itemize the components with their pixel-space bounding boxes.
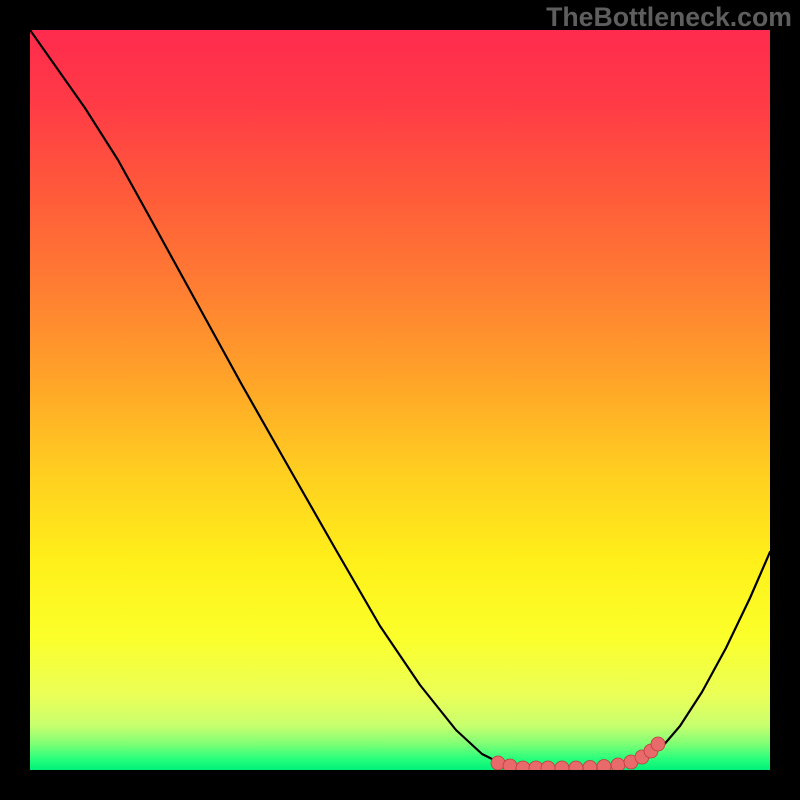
plot-area <box>30 30 770 770</box>
data-marker <box>597 760 611 771</box>
watermark-text: TheBottleneck.com <box>546 2 792 33</box>
data-marker <box>503 759 517 770</box>
chart-frame: TheBottleneck.com <box>0 0 800 800</box>
data-marker <box>611 758 625 770</box>
gradient-background <box>30 30 770 770</box>
chart-svg <box>30 30 770 770</box>
data-marker <box>651 737 665 751</box>
